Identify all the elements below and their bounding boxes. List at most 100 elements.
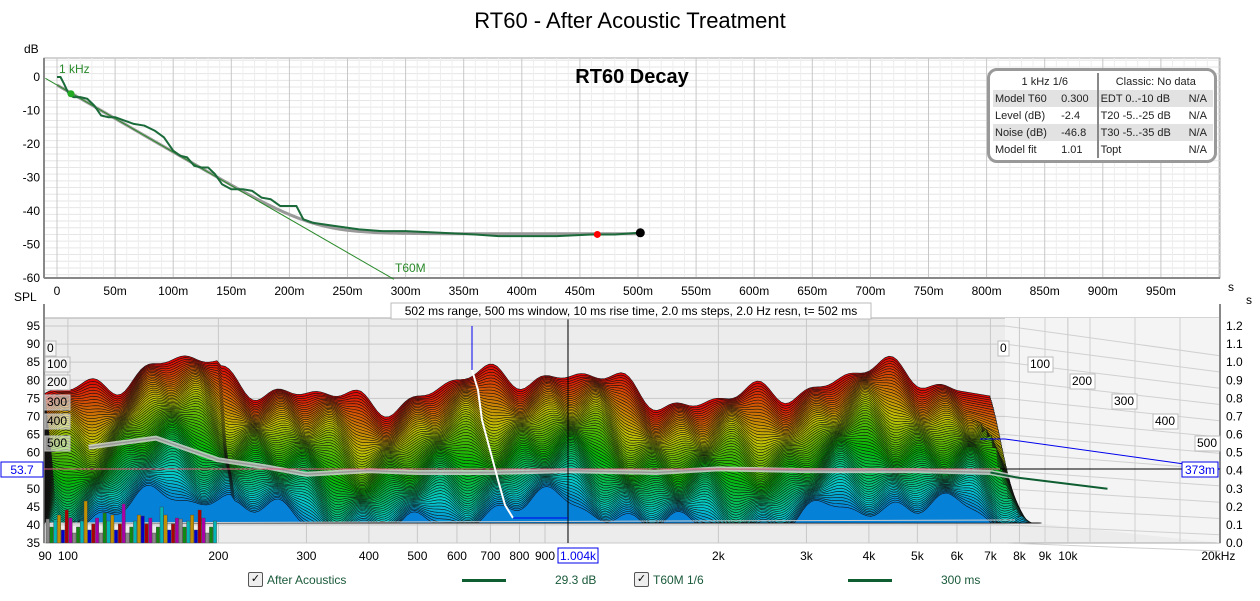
- t60m-label: T60M: [395, 261, 426, 275]
- energy-bar: [117, 523, 122, 544]
- energy-bar: [57, 514, 62, 544]
- table-header-right: Classic: No data: [1096, 73, 1213, 90]
- y-tick-label: -30: [23, 171, 41, 185]
- time-label: 400: [47, 414, 67, 428]
- x-tick-label: 10k: [1058, 549, 1078, 563]
- y-tick-label: 80: [27, 373, 41, 387]
- y-tick-label: 50: [27, 482, 41, 496]
- energy-bar: [125, 532, 130, 544]
- y-tick-label: -50: [23, 238, 41, 252]
- y2-tick-label: 0.8: [1226, 391, 1243, 405]
- y-tick-label: 40: [27, 518, 41, 532]
- x-tick-label: 850m: [1030, 284, 1060, 298]
- x-tick-label: 0: [54, 284, 61, 298]
- x-tick-label: 9k: [1039, 549, 1053, 563]
- legend-label-after-acoustics[interactable]: After Acoustics: [267, 573, 347, 587]
- gridline-depth: [1004, 397, 1221, 422]
- energy-bar: [209, 526, 213, 544]
- time-label: 500: [1197, 436, 1217, 450]
- y2-tick-label: 0.4: [1226, 464, 1243, 478]
- energy-bar: [159, 506, 164, 544]
- x-tick-label: 250m: [332, 284, 362, 298]
- energy-bar: [144, 523, 149, 544]
- x-tick-label: 600: [447, 549, 467, 563]
- energy-bar: [136, 514, 141, 544]
- y2-tick-label: 1.0: [1226, 355, 1243, 369]
- energy-bar: [197, 509, 202, 544]
- time-label: 0: [47, 341, 54, 355]
- gridline-depth: [1004, 470, 1221, 487]
- legend-swatch-t60m: [848, 579, 892, 582]
- x-tick-label: 500m: [623, 284, 653, 298]
- x-tick-label: 100m: [158, 284, 188, 298]
- gridline-depth: [1004, 379, 1221, 406]
- energy-bar: [186, 520, 191, 544]
- x-tick-label: 8k: [1013, 549, 1027, 563]
- energy-bar: [182, 526, 187, 544]
- y-tick-label: 0: [33, 70, 40, 84]
- y-axis-label: dB: [24, 42, 39, 56]
- energy-bar: [212, 520, 217, 544]
- row-label: Model T60: [993, 90, 1060, 107]
- time-label-box: [44, 356, 71, 373]
- x-tick-label: 200m: [274, 284, 304, 298]
- y2-axis-unit: s: [1246, 293, 1252, 307]
- x-tick-label: 3k: [800, 549, 814, 563]
- y-tick-label: -10: [23, 104, 41, 118]
- time-label: 400: [1155, 414, 1175, 428]
- time-label-box: [44, 394, 71, 411]
- x-tick-label: 7k: [984, 549, 998, 563]
- energy-bar: [64, 509, 69, 544]
- waterfall-info: 502 ms range, 500 ms window, 10 ms rise …: [405, 304, 858, 318]
- x-tick-label: 400m: [507, 284, 537, 298]
- gridline-depth: [1004, 524, 1221, 536]
- time-label: 100: [1030, 357, 1050, 371]
- x-tick-label: 5k: [911, 549, 925, 563]
- time-label-box: [1111, 393, 1138, 410]
- energy-bar: [121, 503, 126, 544]
- time-label: 500: [47, 436, 67, 450]
- y-tick-label: 60: [27, 446, 41, 460]
- energy-bar: [68, 517, 73, 544]
- gridline-depth: [1004, 434, 1221, 454]
- y2-tick-label: 0.6: [1226, 428, 1243, 442]
- x-tick-label: 600m: [739, 284, 769, 298]
- t60m-line: [45, 77, 395, 280]
- y2-tick-label: 0.9: [1226, 373, 1243, 387]
- decay-marker: [635, 228, 645, 238]
- row-value: N/A: [1188, 143, 1207, 156]
- time-label: 100: [47, 357, 67, 371]
- time-label-box: [1194, 435, 1221, 452]
- waterfall-slice: [45, 484, 1042, 524]
- waterfall-surface: [44, 355, 1042, 524]
- x-tick-label: 900: [535, 549, 555, 563]
- energy-bar: [45, 518, 50, 544]
- row-value: -46.8: [1059, 124, 1098, 141]
- x-tick-label: 6k: [951, 549, 965, 563]
- time-cursor-slice: [471, 369, 514, 519]
- x-tick-label: 4k: [863, 549, 877, 563]
- energy-bar: [193, 529, 198, 544]
- x-tick-label: 90: [38, 549, 52, 563]
- x-tick-label: 200: [208, 549, 228, 563]
- energy-bar: [190, 514, 194, 544]
- gridline-depth: [1004, 542, 1221, 552]
- cursor-freq-box: [557, 547, 599, 564]
- energy-bar: [155, 526, 160, 544]
- decay-curve: [57, 76, 641, 238]
- row-label: Noise (dB): [993, 124, 1060, 141]
- decay-marker: [67, 90, 75, 98]
- legend-label-t60m[interactable]: T60M 1/6: [653, 573, 704, 587]
- x-tick-label: 750m: [913, 284, 943, 298]
- rt60-results-table: 1 kHz 1/6 Classic: No data Model T60 0.30…: [987, 68, 1217, 163]
- energy-bar: [95, 517, 100, 544]
- x-tick-label: 300: [296, 549, 316, 563]
- time-label-box: [997, 340, 1010, 357]
- legend-checkbox-after-acoustics[interactable]: ✓: [248, 572, 263, 587]
- legend-checkbox-t60m[interactable]: ✓: [634, 572, 649, 587]
- table-row: Noise (dB) -46.8 T30 -5..-35 dB N/A: [993, 124, 1213, 141]
- time-label-box: [1069, 373, 1096, 390]
- energy-bar: [91, 523, 96, 544]
- legend-value-after-acoustics: 29.3 dB: [555, 573, 597, 587]
- y-tick-label: 65: [27, 428, 41, 442]
